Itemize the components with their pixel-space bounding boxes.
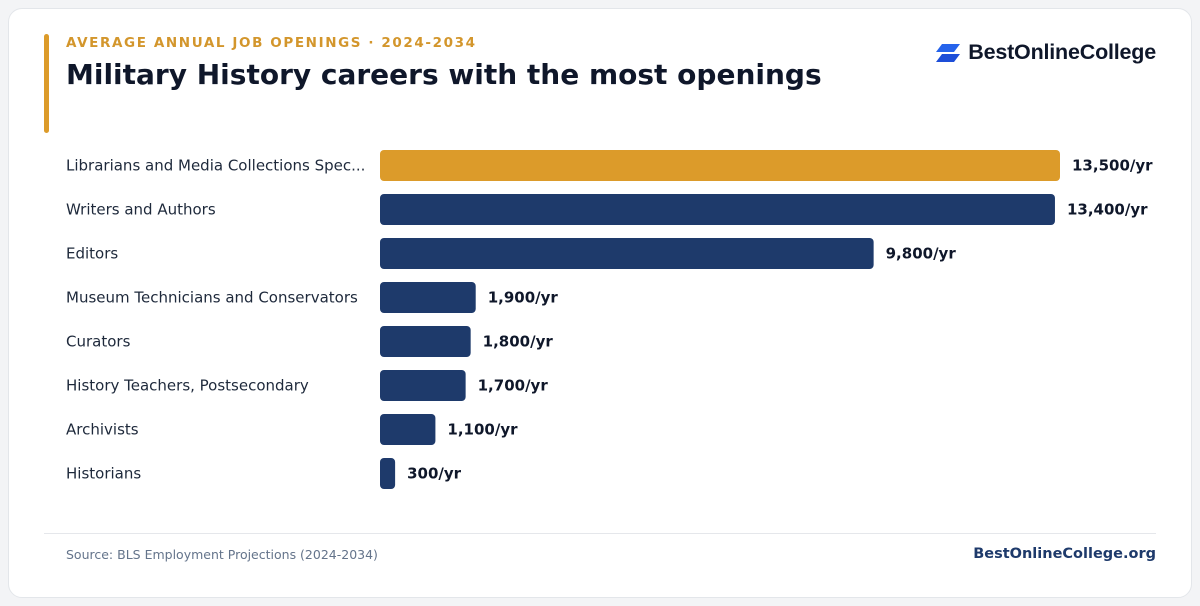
category-label: Writers and Authors: [66, 201, 216, 219]
value-label: 1,900/yr: [488, 289, 559, 307]
category-label: History Teachers, Postsecondary: [66, 377, 309, 395]
chart-title: Military History careers with the most o…: [66, 58, 822, 91]
site-link[interactable]: BestOnlineCollege.org: [973, 546, 1156, 562]
value-label: 1,100/yr: [447, 421, 518, 439]
logo-mark-icon: [936, 43, 961, 62]
category-label: Curators: [66, 333, 131, 351]
value-label: 13,500/yr: [1072, 157, 1153, 175]
category-label: Historians: [66, 465, 141, 483]
value-label: 9,800/yr: [886, 245, 957, 263]
footer-divider: [44, 533, 1156, 534]
source-note: Source: BLS Employment Projections (2024…: [66, 547, 378, 562]
brand-logo: BestOnlineCollege: [935, 40, 1156, 65]
chart-card: AVERAGE ANNUAL JOB OPENINGS · 2024-2034 …: [8, 8, 1192, 598]
value-label: 1,800/yr: [483, 333, 554, 351]
category-label: Museum Technicians and Conservators: [66, 289, 358, 307]
category-label: Librarians and Media Collections Spec...: [66, 157, 365, 175]
bar: [380, 458, 396, 489]
value-label: 1,700/yr: [478, 377, 549, 395]
bar: [380, 326, 471, 357]
bar-chart: Librarians and Media Collections Spec...…: [66, 150, 1153, 489]
bar: [380, 414, 436, 445]
logo-text: BestOnlineCollege: [968, 40, 1156, 64]
category-label: Editors: [66, 245, 118, 263]
bar: [380, 150, 1060, 181]
bar: [380, 194, 1055, 225]
category-label: Archivists: [66, 421, 139, 439]
value-label: 13,400/yr: [1067, 201, 1148, 219]
accent-rule: [44, 34, 49, 133]
bar: [380, 370, 466, 401]
eyebrow-label: AVERAGE ANNUAL JOB OPENINGS · 2024-2034: [66, 35, 477, 51]
bar: [380, 282, 476, 313]
bar: [380, 238, 874, 269]
value-label: 300/yr: [407, 465, 462, 483]
